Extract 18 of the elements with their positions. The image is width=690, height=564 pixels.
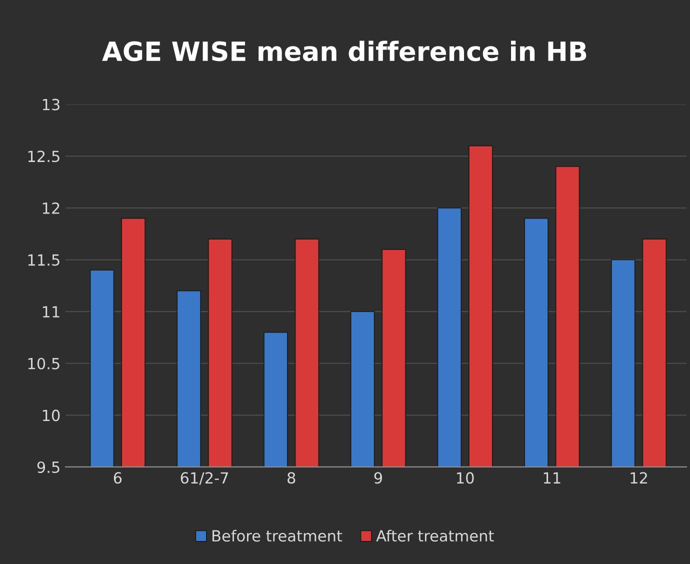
x-tick-label: 61/2-7 <box>180 472 228 485</box>
y-tick-label: 11.5 <box>28 254 60 266</box>
y-tick-label: 13 <box>42 98 60 110</box>
y-tick-label: 11 <box>42 306 60 318</box>
chart-title: AGE WISE mean difference in HB <box>102 40 586 62</box>
y-tick-label: 12 <box>42 202 60 214</box>
y-tick-label: 10.5 <box>28 358 60 370</box>
y-tick-label: 12.5 <box>28 150 60 162</box>
x-tick-label: 8 <box>288 472 296 484</box>
x-tick-label: 12 <box>630 472 647 484</box>
x-tick-label: 6 <box>114 472 122 484</box>
y-tick-label: 9.5 <box>37 461 60 474</box>
x-tick-label: 10 <box>457 472 474 484</box>
y-tick-label: 10 <box>42 410 60 422</box>
x-tick-label: 9 <box>374 472 382 484</box>
x-tick-label: 11 <box>544 472 560 484</box>
legend-label: After treatment <box>376 530 494 542</box>
legend-label: Before treatment <box>212 530 342 542</box>
